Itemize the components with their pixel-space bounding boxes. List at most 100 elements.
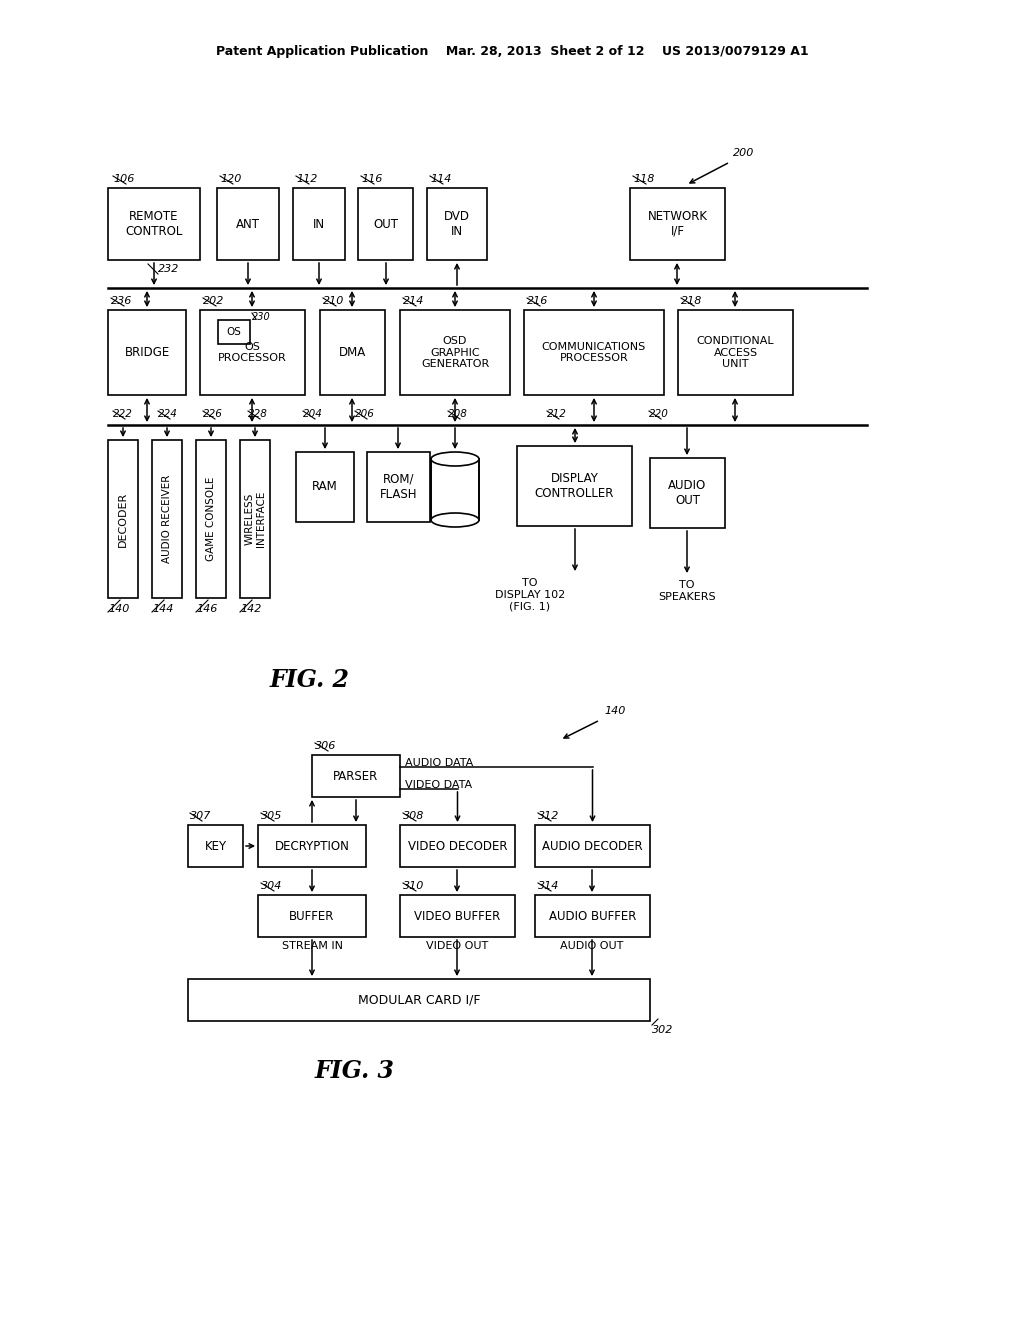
Bar xyxy=(517,446,632,525)
Bar xyxy=(108,310,186,395)
Text: 144: 144 xyxy=(152,605,173,614)
Bar xyxy=(240,440,270,598)
Text: AUDIO BUFFER: AUDIO BUFFER xyxy=(549,909,636,923)
Text: FIG. 3: FIG. 3 xyxy=(315,1059,395,1082)
Text: 312: 312 xyxy=(538,810,559,821)
Text: 214: 214 xyxy=(403,296,424,306)
Bar xyxy=(367,451,430,521)
Ellipse shape xyxy=(431,451,479,466)
Text: 202: 202 xyxy=(203,296,224,306)
Text: 140: 140 xyxy=(108,605,129,614)
Bar xyxy=(319,310,385,395)
Text: 302: 302 xyxy=(652,1026,674,1035)
Text: KEY: KEY xyxy=(205,840,226,853)
Bar xyxy=(427,187,487,260)
Text: OSD
GRAPHIC
GENERATOR: OSD GRAPHIC GENERATOR xyxy=(421,335,489,370)
Text: 236: 236 xyxy=(111,296,132,306)
Text: AUDIO
OUT: AUDIO OUT xyxy=(669,479,707,507)
Text: 230: 230 xyxy=(252,312,270,322)
Bar xyxy=(400,825,515,867)
Text: 305: 305 xyxy=(261,810,283,821)
Text: 222: 222 xyxy=(113,409,133,418)
Text: DECRYPTION: DECRYPTION xyxy=(274,840,349,853)
Bar xyxy=(217,187,279,260)
Text: IN: IN xyxy=(313,218,325,231)
Text: 226: 226 xyxy=(203,409,223,418)
Text: AUDIO DATA: AUDIO DATA xyxy=(406,758,473,768)
Text: 140: 140 xyxy=(604,706,626,715)
Text: 220: 220 xyxy=(649,409,669,418)
Text: COMMUNICATIONS
PROCESSOR: COMMUNICATIONS PROCESSOR xyxy=(542,342,646,363)
Bar xyxy=(535,895,650,937)
Text: AUDIO RECEIVER: AUDIO RECEIVER xyxy=(162,475,172,564)
Text: 212: 212 xyxy=(547,409,567,418)
Text: CONDITIONAL
ACCESS
UNIT: CONDITIONAL ACCESS UNIT xyxy=(696,335,774,370)
Text: STREAM IN: STREAM IN xyxy=(282,941,342,950)
Text: RAM: RAM xyxy=(312,480,338,494)
Bar xyxy=(258,825,366,867)
Bar xyxy=(400,310,510,395)
Text: VIDEO DECODER: VIDEO DECODER xyxy=(408,840,507,853)
Text: 218: 218 xyxy=(681,296,702,306)
Text: REMOTE
CONTROL: REMOTE CONTROL xyxy=(125,210,182,238)
Text: VIDEO OUT: VIDEO OUT xyxy=(426,941,488,950)
Text: DMA: DMA xyxy=(339,346,367,359)
Bar xyxy=(108,440,138,598)
Text: 116: 116 xyxy=(361,174,382,183)
Bar xyxy=(108,187,200,260)
Text: WIRELESS
INTERFACE: WIRELESS INTERFACE xyxy=(244,491,266,548)
Text: NETWORK
I/F: NETWORK I/F xyxy=(647,210,708,238)
Text: FIG. 2: FIG. 2 xyxy=(270,668,350,692)
Text: 216: 216 xyxy=(527,296,549,306)
Text: 204: 204 xyxy=(303,409,323,418)
Bar xyxy=(678,310,793,395)
Text: OUT: OUT xyxy=(373,218,398,231)
Text: VIDEO BUFFER: VIDEO BUFFER xyxy=(415,909,501,923)
Bar xyxy=(258,895,366,937)
Bar xyxy=(312,755,400,797)
Text: 142: 142 xyxy=(240,605,261,614)
Text: 224: 224 xyxy=(158,409,178,418)
Text: 308: 308 xyxy=(403,810,424,821)
Text: 200: 200 xyxy=(733,148,755,158)
Text: 106: 106 xyxy=(113,174,134,183)
Bar xyxy=(152,440,182,598)
Text: TO
DISPLAY 102
(FIG. 1): TO DISPLAY 102 (FIG. 1) xyxy=(495,578,565,611)
Bar xyxy=(630,187,725,260)
Bar xyxy=(535,825,650,867)
Bar xyxy=(358,187,413,260)
Text: MODULAR CARD I/F: MODULAR CARD I/F xyxy=(357,994,480,1006)
Text: ANT: ANT xyxy=(236,218,260,231)
Bar xyxy=(400,895,515,937)
Text: TO
SPEAKERS: TO SPEAKERS xyxy=(658,579,716,602)
Bar xyxy=(650,458,725,528)
Text: DISPLAY
CONTROLLER: DISPLAY CONTROLLER xyxy=(535,473,614,500)
Bar xyxy=(188,979,650,1020)
Text: 146: 146 xyxy=(196,605,217,614)
Text: ROM/
FLASH: ROM/ FLASH xyxy=(380,473,417,502)
Text: 118: 118 xyxy=(633,174,654,183)
Bar xyxy=(188,825,243,867)
Text: DVD
IN: DVD IN xyxy=(444,210,470,238)
Text: GAME CONSOLE: GAME CONSOLE xyxy=(206,477,216,561)
Bar xyxy=(293,187,345,260)
Bar xyxy=(524,310,664,395)
Text: AUDIO OUT: AUDIO OUT xyxy=(560,941,624,950)
Text: 314: 314 xyxy=(538,880,559,891)
Text: BUFFER: BUFFER xyxy=(290,909,335,923)
Text: 208: 208 xyxy=(449,409,468,418)
Text: 232: 232 xyxy=(158,264,179,275)
Text: 310: 310 xyxy=(403,880,424,891)
Bar xyxy=(431,459,479,520)
Bar xyxy=(200,310,305,395)
Text: PARSER: PARSER xyxy=(334,770,379,783)
Text: 304: 304 xyxy=(261,880,283,891)
Text: 307: 307 xyxy=(190,810,211,821)
Text: 112: 112 xyxy=(296,174,317,183)
Text: 206: 206 xyxy=(355,409,375,418)
Text: OS
PROCESSOR: OS PROCESSOR xyxy=(218,342,287,363)
Text: 210: 210 xyxy=(323,296,344,306)
Text: 120: 120 xyxy=(220,174,242,183)
Bar xyxy=(296,451,354,521)
Text: DECODER: DECODER xyxy=(118,491,128,546)
